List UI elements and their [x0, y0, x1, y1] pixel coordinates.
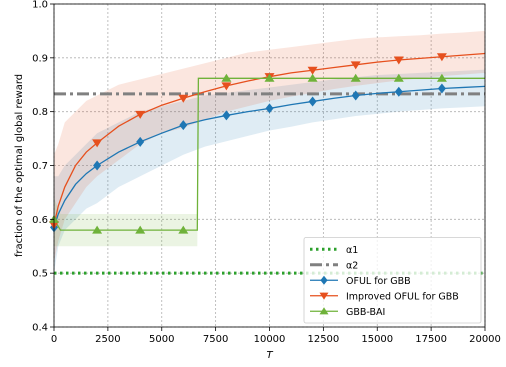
- oful-for-gbb-marker: [179, 120, 188, 131]
- y-tick-label: 1.0: [32, 0, 48, 11]
- x-tick-label: 15000: [361, 334, 393, 345]
- y-tick-label: 0.9: [32, 53, 48, 64]
- gbb-bai-marker: [135, 225, 146, 234]
- improved-oful-for-gbb-marker: [92, 139, 103, 148]
- improved-oful-for-gbb-marker: [393, 56, 404, 65]
- gbb-bai-marker: [307, 73, 318, 82]
- y-tick-label: 0.4: [32, 323, 48, 334]
- y-tick-label: 0.7: [32, 161, 48, 172]
- improved-oful-for-gbb-marker: [307, 66, 318, 75]
- series-lines: [54, 52, 485, 275]
- oful-for-gbb-marker: [136, 136, 145, 147]
- improved-oful-for-gbb-marker: [178, 94, 189, 103]
- legend: α1 α2 OFUL for GBB Improved OFUL for GBB GBB…: [303, 237, 482, 324]
- x-tick-label: 0: [51, 334, 57, 345]
- improved-oful-for-gbb-marker: [221, 82, 232, 91]
- improved-oful-for-gbb-marker: [350, 61, 361, 70]
- oful-for-gbb-marker: [222, 110, 231, 121]
- x-tick-label: 10000: [254, 334, 286, 345]
- oful-for-gbb-band: [54, 69, 485, 274]
- gbb-bai-line: [54, 77, 485, 231]
- x-tick-label: 12500: [307, 334, 339, 345]
- oful-for-gbb-marker: [394, 86, 403, 97]
- oful-for-gbb-marker: [351, 90, 360, 101]
- oful-for-gbb-marker: [265, 103, 274, 114]
- legend-label-improved-oful-for-gbb: Improved OFUL for GBB: [346, 291, 459, 302]
- y-tick-label: 0.6: [32, 215, 48, 226]
- gbb-bai-marker: [350, 73, 361, 82]
- x-tick-label: 20000: [469, 334, 501, 345]
- improved-oful-for-gbb-line: [54, 52, 485, 225]
- gbb-bai-marker: [393, 73, 404, 82]
- y-tick-label: 0.8: [32, 107, 48, 118]
- y-tick-label: 0.5: [32, 269, 48, 280]
- improved-oful-for-gbb-marker: [436, 53, 447, 62]
- oful-for-gbb-marker: [308, 96, 317, 107]
- oful-for-gbb-marker: [437, 83, 446, 94]
- x-tick-label: 17500: [415, 334, 447, 345]
- legend-label-2: α2: [346, 260, 358, 271]
- axis-ticks: 0 2500 5000 7500 10000 12500 15000 17500 20000 0.…: [32, 0, 501, 345]
- x-tick-label: 2500: [95, 334, 120, 345]
- legend-label-oful-for-gbb: OFUL for GBB: [346, 276, 411, 287]
- legend-marker-gbb-bai: [319, 307, 329, 315]
- x-axis-title: T: [266, 350, 273, 361]
- gbb-bai-marker: [436, 73, 447, 82]
- legend-box: [303, 237, 482, 324]
- legend-label-gbb-bai: GBB-BAI: [346, 307, 385, 318]
- improved-oful-for-gbb-band: [54, 30, 485, 263]
- x-tick-label: 5000: [149, 334, 174, 345]
- gbb-bai-marker: [92, 225, 103, 234]
- y-axis-title: fraction of the optimal global reward: [14, 74, 25, 257]
- gbb-bai-marker: [178, 225, 189, 234]
- oful-for-gbb-marker: [93, 160, 102, 171]
- legend-marker-oful-for-gbb: [320, 275, 328, 285]
- gbb-bai-marker: [264, 73, 275, 82]
- improved-oful-for-gbb-marker: [135, 110, 146, 119]
- x-tick-label: 7500: [203, 334, 228, 345]
- gbb-bai-marker: [221, 73, 232, 82]
- legend-label-1: α1: [346, 245, 358, 256]
- legend-marker-improved-oful-for-gbb: [319, 292, 329, 300]
